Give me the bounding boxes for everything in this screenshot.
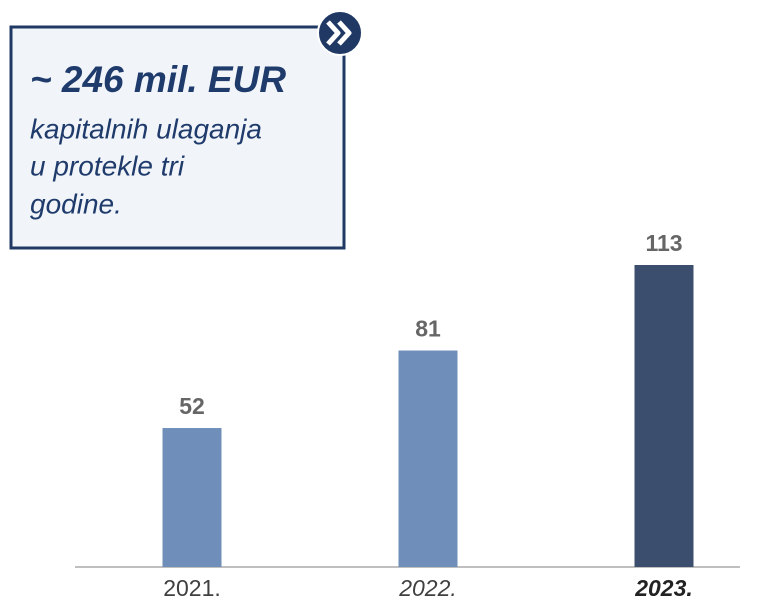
annotation-line: kapitalnih ulaganja <box>30 113 262 144</box>
bar <box>398 350 458 567</box>
annotation-title: ~ 246 mil. EUR <box>30 59 286 100</box>
x-tick-label: 2022. <box>398 575 457 601</box>
chevron-icon <box>317 10 363 56</box>
annotation-line: godine. <box>30 188 122 219</box>
annotation-box: ~ 246 mil. EUR kapitalnih ulaganja u pro… <box>9 10 363 250</box>
value-label: 52 <box>179 393 205 419</box>
bar <box>634 265 694 567</box>
annotation-line: u protekle tri <box>30 150 185 181</box>
annotation-frame <box>9 25 346 250</box>
value-label: 81 <box>415 316 441 342</box>
x-tick-label: 2021. <box>163 575 221 601</box>
x-tick-label: 2023. <box>634 575 693 601</box>
value-label: 113 <box>645 230 682 256</box>
bar <box>162 428 222 567</box>
